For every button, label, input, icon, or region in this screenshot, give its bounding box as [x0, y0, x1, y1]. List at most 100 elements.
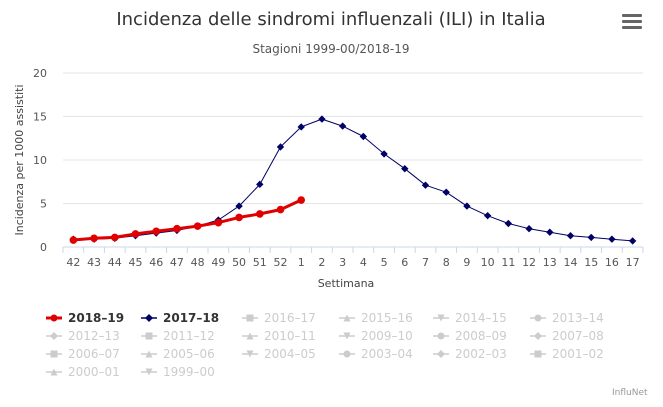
data-point[interactable] [297, 196, 306, 204]
legend-item[interactable]: 2002–03 [433, 347, 507, 361]
legend-item[interactable]: 2004–05 [242, 347, 316, 361]
data-point[interactable] [546, 228, 554, 236]
legend-item[interactable]: 2008–09 [433, 329, 507, 343]
x-tick-label: 8 [443, 256, 450, 269]
data-point[interactable] [235, 213, 243, 222]
data-point[interactable] [131, 230, 140, 238]
data-point[interactable] [463, 202, 471, 210]
legend-label: 2000–01 [68, 365, 120, 379]
x-tick-label: 48 [191, 256, 205, 269]
x-tick-label: 43 [87, 256, 101, 269]
legend-item[interactable]: 2014–15 [433, 311, 507, 325]
legend-marker [246, 314, 254, 322]
x-tick-label: 17 [626, 256, 640, 269]
data-point[interactable] [401, 165, 409, 173]
data-point[interactable] [110, 233, 119, 242]
legend-item[interactable]: 2013–14 [530, 311, 604, 325]
legend-item[interactable]: 2017–18 [141, 311, 219, 325]
legend-item[interactable]: 2006–07 [46, 347, 120, 361]
data-point[interactable] [276, 143, 285, 151]
data-point[interactable] [421, 181, 430, 189]
legend-marker [437, 314, 445, 322]
y-tick-label: 15 [33, 111, 47, 124]
data-point[interactable] [525, 225, 533, 233]
legend-item[interactable]: 2001–02 [530, 347, 604, 361]
legend-item[interactable]: 2005–06 [141, 347, 215, 361]
legend-marker [145, 314, 153, 322]
legend-marker [145, 368, 153, 376]
legend-item[interactable]: 2015–16 [339, 311, 413, 325]
legend-marker [246, 350, 254, 358]
x-tick-label: 46 [149, 256, 163, 269]
data-point[interactable] [628, 237, 637, 245]
hamburger-menu-icon[interactable] [622, 14, 642, 32]
legend-label: 2004–05 [264, 347, 316, 361]
legend-item[interactable]: 2003–04 [339, 347, 413, 361]
data-point[interactable] [608, 235, 616, 243]
data-point[interactable] [483, 211, 492, 220]
legend-item[interactable]: 2010–11 [242, 329, 316, 343]
legend-item[interactable]: 2016–17 [242, 311, 316, 325]
data-point[interactable] [193, 222, 202, 230]
legend-item[interactable]: 2007–08 [530, 329, 604, 343]
data-point[interactable] [214, 218, 223, 227]
data-point[interactable] [338, 122, 347, 130]
chart-subtitle: Stagioni 1999-00/2018-19 [252, 42, 409, 56]
legend-label: 2015–16 [361, 311, 413, 325]
data-point[interactable] [90, 234, 98, 243]
legend-label: 1999–00 [163, 365, 215, 379]
legend-item[interactable]: 2012–13 [46, 329, 120, 343]
x-tick-label: 15 [584, 256, 598, 269]
data-point[interactable] [256, 180, 264, 189]
data-point[interactable] [318, 115, 326, 123]
legend-marker [50, 368, 58, 376]
legend-marker [343, 332, 351, 340]
x-tick-label: 1 [298, 256, 305, 269]
legend-item[interactable]: 2011–12 [141, 329, 215, 343]
legend-label: 2008–09 [455, 329, 507, 343]
x-tick-label: 7 [422, 256, 429, 269]
data-point[interactable] [504, 219, 513, 228]
legend-item[interactable]: 2000–01 [46, 365, 120, 379]
x-tick-label: 5 [381, 256, 388, 269]
data-point[interactable] [235, 202, 243, 210]
legend-marker [437, 332, 445, 340]
x-tick-label: 49 [211, 256, 225, 269]
legend-label: 2011–12 [163, 329, 215, 343]
credit-label: InfluNet [612, 388, 648, 398]
data-point[interactable] [359, 132, 368, 141]
data-point[interactable] [255, 210, 264, 218]
data-point[interactable] [587, 233, 595, 242]
legend-item[interactable]: 2009–10 [339, 329, 413, 343]
data-point[interactable] [297, 123, 305, 131]
data-point[interactable] [442, 188, 450, 196]
data-point[interactable] [69, 236, 78, 244]
legend-label: 2009–10 [361, 329, 413, 343]
legend-marker [145, 350, 153, 358]
legend-label: 2007–08 [552, 329, 604, 343]
x-tick-label: 2 [318, 256, 325, 269]
data-point[interactable] [152, 227, 161, 236]
x-tick-label: 45 [129, 256, 143, 269]
legend-label: 2003–04 [361, 347, 413, 361]
legend-marker [343, 350, 351, 358]
x-tick-label: 47 [170, 256, 184, 269]
legend-label: 2014–15 [455, 311, 507, 325]
legend-label: 2002–03 [455, 347, 507, 361]
legend-label: 2006–07 [68, 347, 120, 361]
legend-label: 2012–13 [68, 329, 120, 343]
data-point[interactable] [276, 205, 285, 214]
legend-marker [50, 350, 58, 358]
y-tick-label: 0 [40, 241, 47, 254]
data-point[interactable] [566, 231, 575, 240]
x-tick-label: 51 [253, 256, 267, 269]
legend-item[interactable]: 1999–00 [141, 365, 215, 379]
data-point[interactable] [380, 150, 388, 158]
x-tick-label: 16 [605, 256, 619, 269]
legend-marker [246, 332, 254, 340]
data-point[interactable] [173, 224, 181, 233]
legend-label: 2017–18 [163, 311, 219, 325]
grid [63, 72, 643, 204]
legend-item[interactable]: 2018–19 [46, 311, 124, 325]
legend-label: 2010–11 [264, 329, 316, 343]
